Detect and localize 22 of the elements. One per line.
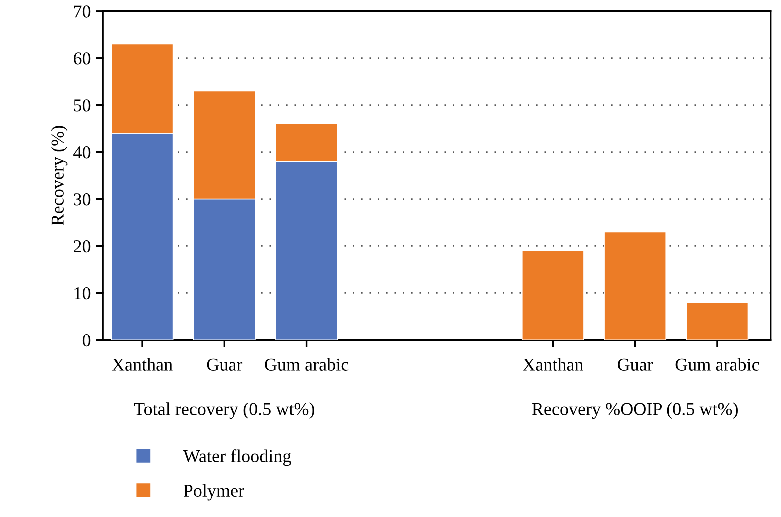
bar xyxy=(604,232,667,340)
y-tick-label: 60 xyxy=(74,52,91,65)
x-tick-label: Gum arabic xyxy=(265,358,349,371)
y-tick-label: 10 xyxy=(74,287,91,300)
bar xyxy=(686,302,749,340)
x-tick-label: Guar xyxy=(618,358,654,371)
x-tick-label: Xanthan xyxy=(523,358,584,371)
text: Total recovery (0.5 wt%) xyxy=(134,402,314,420)
legend-label: Water flooding xyxy=(183,450,292,466)
legend-label: Polymer xyxy=(184,484,244,501)
y-tick-label: 20 xyxy=(74,240,91,253)
y-tick-label: 40 xyxy=(74,146,91,159)
bar xyxy=(522,250,584,340)
text: Recovery %OOIP (0.5 wt%) xyxy=(532,402,738,420)
y-tick-label: 70 xyxy=(74,6,91,18)
y-tick-label: 30 xyxy=(74,194,91,206)
x-tick-label: Gum arabic xyxy=(676,358,760,371)
y-tick-label: 50 xyxy=(74,100,91,112)
x-tick-label: Guar xyxy=(207,358,243,371)
y-tick-label: 0 xyxy=(82,334,91,347)
y-axis-title: Recovery (%) xyxy=(51,126,68,226)
x-tick-label: Xanthan xyxy=(112,358,173,371)
